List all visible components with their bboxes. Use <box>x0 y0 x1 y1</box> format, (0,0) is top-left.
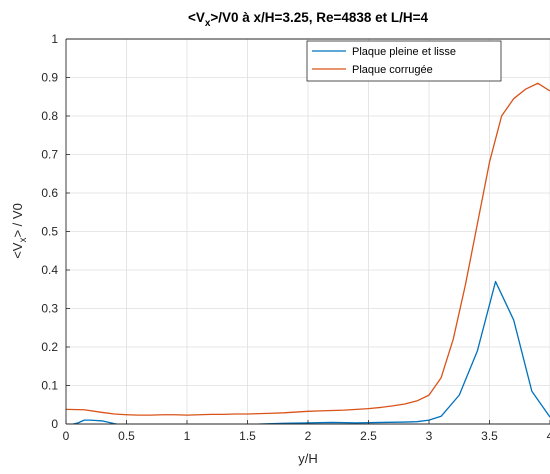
y-tick-label: 0.2 <box>41 340 58 354</box>
x-tick-label: 1.5 <box>239 429 256 443</box>
y-tick-label: 0.4 <box>41 263 58 277</box>
x-tick-label: 2 <box>305 429 312 443</box>
x-tick-label: 0.5 <box>118 429 135 443</box>
x-tick-label: 0 <box>63 429 70 443</box>
x-tick-label: 3 <box>426 429 433 443</box>
legend-label-series-1: Plaque pleine et lisse <box>352 46 456 58</box>
y-axis-label: <Vx> / V0 <box>10 203 29 259</box>
x-tick-label: 2.5 <box>360 429 377 443</box>
y-tick-label: 0.5 <box>41 225 58 239</box>
x-tick-label: 4 <box>547 429 550 443</box>
y-tick-label: 0.9 <box>41 71 58 85</box>
y-tick-label: 0.7 <box>41 148 58 162</box>
x-tick-label: 3.5 <box>481 429 498 443</box>
chart-title: <Vx>/V0 à x/H=3.25, Re=4838 et L/H=4 <box>188 10 429 29</box>
legend-label-series-2: Plaque corrugée <box>352 64 433 76</box>
y-tick-label: 0.3 <box>41 302 58 316</box>
x-axis-label: y/H <box>298 451 318 466</box>
y-tick-label: 0.6 <box>41 186 58 200</box>
x-tick-label: 1 <box>184 429 191 443</box>
y-tick-label: 1 <box>51 32 58 46</box>
y-tick-label: 0.8 <box>41 109 58 123</box>
y-tick-label: 0.1 <box>41 379 58 393</box>
y-tick-label: 0 <box>51 417 58 431</box>
legend: Plaque pleine et lisse Plaque corrugée <box>307 41 501 81</box>
